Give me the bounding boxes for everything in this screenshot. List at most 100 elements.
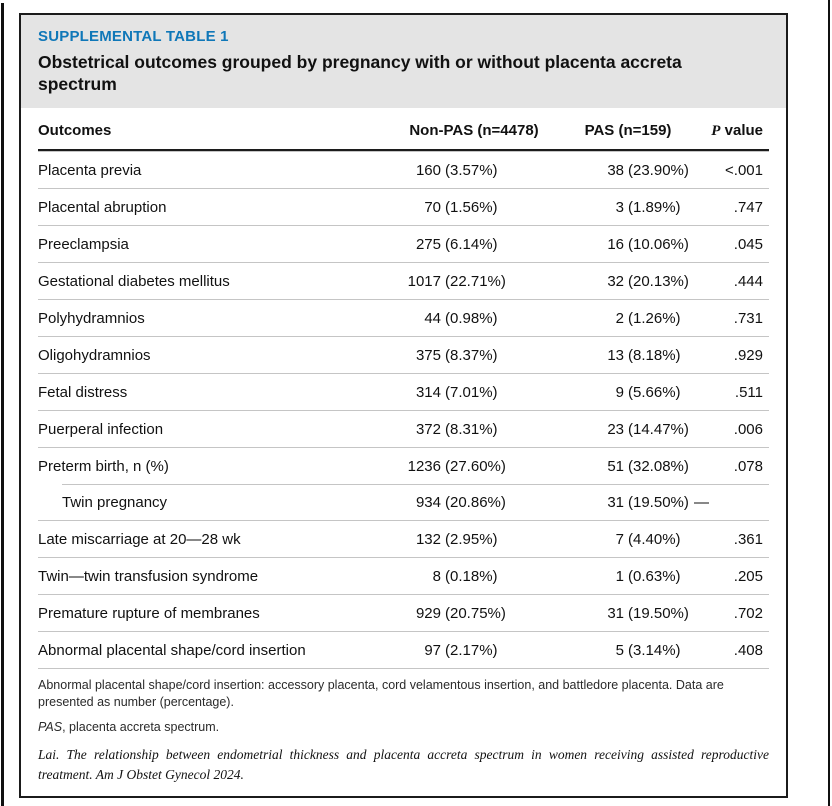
table-row: Oligohydramnios 375 (8.37%) 13 (8.18%) .92… (38, 336, 769, 373)
outcome-cell: Puerperal infection (38, 420, 164, 438)
table-row: Preterm birth, n (%) 1236 (27.60%) 51 (32.… (38, 447, 769, 484)
percent-value: (32.08%) (628, 457, 689, 475)
non-pas-cell: 275 (6.14%) (384, 235, 564, 254)
table-box: SUPPLEMENTAL TABLE 1 Obstetrical outcome… (19, 13, 788, 799)
table-title: Obstetrical outcomes grouped by pregnanc… (38, 52, 682, 94)
percent-value: (7.01%) (445, 383, 498, 401)
table-row: Placenta previa 160 (3.57%) 38 (23.90%) <.… (38, 151, 769, 188)
outcome-cell: Twin pregnancy (62, 493, 168, 511)
count-value: 38 (607, 161, 624, 179)
count-value: 372 (415, 420, 441, 438)
p-italic: P (711, 123, 721, 139)
percent-value: (1.56%) (445, 198, 498, 216)
abbreviation-term: PAS (38, 720, 63, 734)
percent-value: (3.14%) (628, 641, 681, 659)
column-header-row: Outcomes Non-PAS (n=4478) PAS (n=159) P … (38, 108, 769, 151)
count-value: 934 (415, 493, 441, 511)
p-value-cell: .511 (734, 383, 763, 401)
percent-value: (20.86%) (445, 493, 506, 511)
count-value: 375 (415, 346, 441, 364)
count-value: 31 (607, 604, 624, 622)
outcome-cell: Late miscarriage at 20—28 wk (38, 530, 241, 548)
footnote-abbreviation: PAS, placenta accreta spectrum. (38, 719, 769, 736)
citation: Lai. The relationship between endometria… (38, 747, 769, 782)
percent-value: (3.57%) (445, 161, 498, 179)
non-pas-cell: 160 (3.57%) (384, 161, 564, 180)
count-value: 70 (424, 198, 441, 216)
non-pas-cell: 8 (0.18%) (384, 567, 564, 586)
percent-value: (20.13%) (628, 272, 689, 290)
pas-cell: 9 (5.66%) (564, 383, 692, 402)
outcome-cell: Oligohydramnios (38, 346, 151, 364)
percent-value: (0.18%) (445, 567, 498, 585)
outcome-cell: Abnormal placental shape/cord insertion (38, 641, 306, 659)
percent-value: (5.66%) (628, 383, 681, 401)
table-row: Premature rupture of membranes 929 (20.75… (38, 594, 769, 631)
percent-value: (8.18%) (628, 346, 681, 364)
outcomes-table: Outcomes Non-PAS (n=4478) PAS (n=159) P … (21, 108, 786, 669)
p-value-cell: .444 (733, 272, 763, 290)
pas-cell: 32 (20.13%) (564, 272, 692, 291)
table-title-band: SUPPLEMENTAL TABLE 1 Obstetrical outcome… (21, 15, 786, 108)
outcome-cell: Gestational diabetes mellitus (38, 272, 230, 290)
table-row: Abnormal placental shape/cord insertion … (38, 631, 769, 669)
pas-cell: 1 (0.63%) (564, 567, 692, 586)
non-pas-cell: 314 (7.01%) (384, 383, 564, 402)
table-row: Gestational diabetes mellitus 1017 (22.71… (38, 262, 769, 299)
percent-value: (10.06%) (628, 235, 689, 253)
pas-cell: 7 (4.40%) (564, 530, 692, 549)
footnotes: Abnormal placental shape/cord insertion:… (21, 677, 786, 796)
pas-cell: 23 (14.47%) (564, 420, 692, 439)
p-value-label-rest: value (720, 122, 763, 139)
table-row-indented: Twin pregnancy 934 (20.86%) 31 (19.50%) — (38, 484, 769, 520)
p-value-cell: <.001 (725, 161, 763, 179)
pas-cell: 13 (8.18%) (564, 346, 692, 365)
count-value: 1236 (407, 457, 441, 475)
count-value: 97 (424, 641, 441, 659)
percent-value: (2.17%) (445, 641, 498, 659)
count-value: 5 (615, 641, 624, 659)
page-rule-right (828, 0, 830, 806)
abbreviation-expansion: , placenta accreta spectrum. (62, 720, 220, 734)
non-pas-cell: 70 (1.56%) (384, 198, 564, 217)
percent-value: (8.31%) (445, 420, 498, 438)
count-value: 314 (415, 383, 441, 401)
count-value: 275 (415, 235, 441, 253)
count-value: 32 (607, 272, 624, 290)
page-rule-left (1, 3, 4, 806)
column-header-pas: PAS (n=159) (584, 122, 672, 139)
pas-cell: 2 (1.26%) (564, 309, 692, 328)
percent-value: (27.60%) (445, 457, 506, 475)
count-value: 8 (432, 567, 441, 585)
outcome-cell: Preeclampsia (38, 235, 129, 253)
p-value-cell: .205 (733, 567, 763, 585)
count-value: 23 (607, 420, 624, 438)
table-row: Polyhydramnios 44 (0.98%) 2 (1.26%) .731 (38, 299, 769, 336)
column-header-p-value: P value (692, 121, 769, 141)
percent-value: (19.50%) (628, 604, 689, 622)
count-value: 1017 (407, 272, 441, 290)
count-value: 13 (607, 346, 624, 364)
p-value-cell: .747 (733, 198, 763, 216)
column-header-non-pas: Non-PAS (n=4478) (409, 122, 539, 139)
count-value: 51 (607, 457, 624, 475)
count-value: 160 (415, 161, 441, 179)
pas-cell: 3 (1.89%) (564, 198, 692, 217)
table-row: Placental abruption 70 (1.56%) 3 (1.89%) .… (38, 188, 769, 225)
p-value-cell: .702 (733, 604, 763, 622)
p-value-cell: .731 (733, 309, 763, 327)
count-value: 2 (615, 309, 624, 327)
percent-value: (14.47%) (628, 420, 689, 438)
percent-value: (6.14%) (445, 235, 498, 253)
non-pas-cell: 44 (0.98%) (384, 309, 564, 328)
percent-value: (2.95%) (445, 530, 498, 548)
p-value-cell: .006 (733, 420, 763, 438)
non-pas-cell: 929 (20.75%) (384, 604, 564, 623)
pas-cell: 16 (10.06%) (564, 235, 692, 254)
count-value: 132 (415, 530, 441, 548)
non-pas-cell: 97 (2.17%) (384, 641, 564, 660)
column-header-outcomes: Outcomes (38, 122, 112, 139)
count-value: 9 (615, 383, 624, 401)
count-value: 7 (615, 530, 624, 548)
